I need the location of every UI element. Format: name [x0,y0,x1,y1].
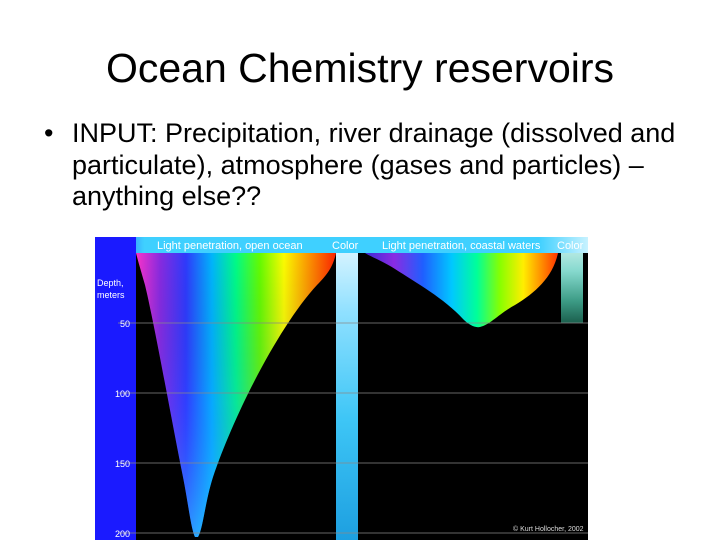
header-coastal: Light penetration, coastal waters [382,240,541,252]
depth-tick-150: 150 [115,459,130,469]
depth-tick-100: 100 [115,389,130,399]
bullet-text: INPUT: Precipitation, river drainage (di… [72,118,676,211]
light-penetration-svg: Light penetration, open ocean Color Ligh… [95,237,588,540]
bullet-marker: • [44,118,54,148]
slide-title: Ocean Chemistry reservoirs [105,45,615,91]
header-open-ocean: Light penetration, open ocean [157,240,303,252]
coastal-light-shape [365,253,558,328]
depth-tick-50: 50 [120,319,130,329]
open-ocean-color-strip [336,253,358,540]
figure-credit: © Kurt Hollocher, 2002 [513,525,584,533]
figure-header-band [95,237,588,253]
header-color-1: Color [332,240,359,252]
depth-tick-200: 200 [115,529,130,539]
depth-label-line2: meters [97,290,125,300]
light-penetration-figure: Light penetration, open ocean Color Ligh… [95,237,588,540]
open-ocean-light-depth-fade [136,253,336,537]
coastal-color-strip [561,253,583,323]
header-color-2: Color [557,240,584,252]
depth-axis-band [95,237,136,540]
depth-label-line1: Depth, [97,278,124,288]
